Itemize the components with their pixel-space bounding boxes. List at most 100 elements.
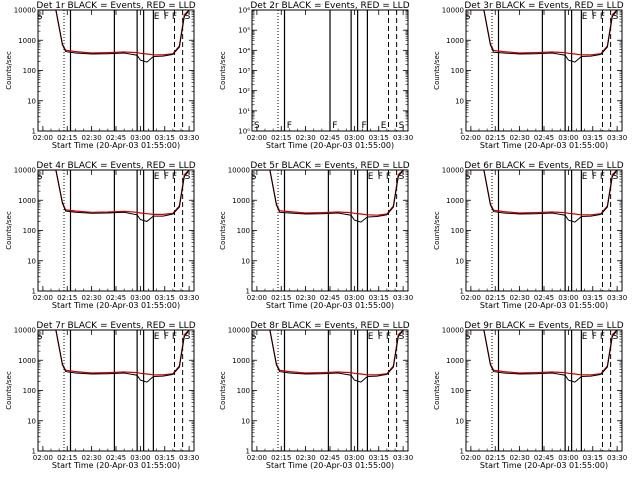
event-marker: E [154, 172, 160, 182]
series-events [38, 10, 190, 63]
event-marker: F [600, 332, 605, 342]
y-axis-label: Counts/sec [5, 51, 13, 90]
plot-frame [37, 329, 195, 452]
y-tick-label: 100 [23, 387, 36, 395]
plot-frame [37, 169, 195, 292]
event-marker: F [600, 172, 605, 182]
x-tick-label: 02:00 [461, 294, 481, 302]
x-tick-label: 03:15 [155, 294, 175, 302]
x-tick-label: 02:30 [296, 294, 316, 302]
y-tick-label: 1 [32, 448, 36, 456]
x-tick-label: 03:15 [369, 454, 389, 462]
event-marker: S [251, 172, 257, 182]
series-events [252, 330, 404, 383]
x-tick-label: 03:30 [607, 294, 627, 302]
x-tick-label: 02:00 [461, 134, 481, 142]
y-tick-label: 100 [23, 227, 36, 235]
plot-frame [251, 329, 409, 452]
plot-frame [251, 169, 409, 292]
event-marker: E [582, 172, 588, 182]
x-tick-label: 02:00 [33, 454, 53, 462]
chart-panel-det4r: Det 4r BLACK = Events, RED = LLD 1 10 100 10… [5, 161, 199, 310]
y-tick-label: 10 [27, 257, 36, 265]
chart-title: Det 3r BLACK = Events, RED = LLD [464, 1, 623, 11]
x-tick-label: 02:15 [271, 454, 291, 462]
x-tick-label: 02:15 [57, 134, 77, 142]
x-axis-label: Start Time (20-Apr-03 01:55:00) [480, 301, 608, 310]
y-tick-label: 100 [451, 227, 464, 235]
y-tick-label: 10 [27, 97, 36, 105]
y-tick-label: 1 [460, 128, 464, 136]
x-tick-label: 02:15 [271, 294, 291, 302]
x-tick-label: 02:45 [534, 134, 554, 142]
plot-frame [465, 329, 623, 452]
event-marker: F [378, 172, 383, 182]
series-events [466, 170, 618, 223]
event-marker: S [399, 172, 405, 182]
x-tick-label: 02:00 [33, 294, 53, 302]
x-tick-label: 03:30 [179, 294, 199, 302]
series-lld [252, 170, 404, 216]
x-tick-label: 02:15 [485, 454, 505, 462]
x-axis-label: Start Time (20-Apr-03 01:55:00) [266, 301, 394, 310]
event-marker: F [287, 121, 292, 131]
x-tick-label: 03:00 [344, 294, 364, 302]
x-tick-label: 02:30 [82, 134, 102, 142]
y-tick-label: 10000 [14, 167, 36, 175]
chart-title: Det 2r BLACK = Events, RED = LLD [250, 1, 409, 11]
x-tick-label: 02:15 [57, 454, 77, 462]
event-marker: E [582, 12, 588, 22]
event-marker: F [172, 332, 177, 342]
event-marker: F [600, 12, 605, 22]
event-marker: E [368, 172, 374, 182]
x-tick-label: 03:15 [155, 134, 175, 142]
x-tick-label: 02:15 [485, 294, 505, 302]
x-tick-label: 02:00 [247, 134, 267, 142]
event-marker: S [465, 12, 471, 22]
y-tick-label: 10¹ [238, 107, 250, 115]
series-lld [38, 330, 190, 376]
chart-title: Det 4r BLACK = Events, RED = LLD [36, 161, 195, 171]
x-tick-label: 03:30 [393, 454, 413, 462]
event-marker: F [592, 172, 597, 182]
event-marker: F [164, 12, 169, 22]
series-lld [466, 10, 618, 56]
x-tick-label: 02:45 [320, 134, 340, 142]
y-tick-label: 10⁶ [238, 7, 250, 15]
y-tick-label: 10000 [442, 327, 464, 335]
event-marker: S [185, 12, 191, 22]
y-tick-label: 10³ [238, 67, 250, 75]
event-marker: E [381, 121, 387, 131]
y-axis-label: Counts/sec [5, 371, 13, 410]
x-tick-label: 03:00 [130, 454, 150, 462]
chart-title: Det 5r BLACK = Events, RED = LLD [250, 161, 409, 171]
x-tick-label: 02:15 [57, 294, 77, 302]
y-tick-label: 1000 [446, 197, 464, 205]
x-tick-label: 03:30 [179, 134, 199, 142]
x-tick-label: 02:15 [271, 134, 291, 142]
x-tick-label: 02:30 [82, 454, 102, 462]
series-events [38, 330, 190, 383]
y-axis-label: Counts/sec [219, 371, 227, 410]
y-tick-label: 1 [460, 288, 464, 296]
event-marker: F [378, 332, 383, 342]
event-marker: F [386, 172, 391, 182]
y-tick-label: 1000 [18, 197, 36, 205]
x-tick-label: 03:00 [558, 454, 578, 462]
y-tick-label: 10000 [228, 327, 250, 335]
plot-frame [37, 9, 195, 132]
event-marker: F [172, 12, 177, 22]
x-tick-label: 02:45 [106, 454, 126, 462]
x-axis-label: Start Time (20-Apr-03 01:55:00) [52, 301, 180, 310]
chart-panel-det9r: Det 9r BLACK = Events, RED = LLD 1 10 100 10… [433, 321, 627, 470]
chart-title: Det 6r BLACK = Events, RED = LLD [464, 161, 623, 171]
x-tick-label: 02:45 [534, 294, 554, 302]
y-tick-label: 10000 [228, 167, 250, 175]
x-axis-label: Start Time (20-Apr-03 01:55:00) [52, 461, 180, 470]
y-tick-label: 10000 [442, 167, 464, 175]
x-tick-label: 03:30 [179, 454, 199, 462]
x-axis-label: Start Time (20-Apr-03 01:55:00) [480, 141, 608, 150]
series-lld [252, 330, 404, 376]
series-events [38, 170, 190, 222]
y-tick-label: 1000 [446, 357, 464, 365]
